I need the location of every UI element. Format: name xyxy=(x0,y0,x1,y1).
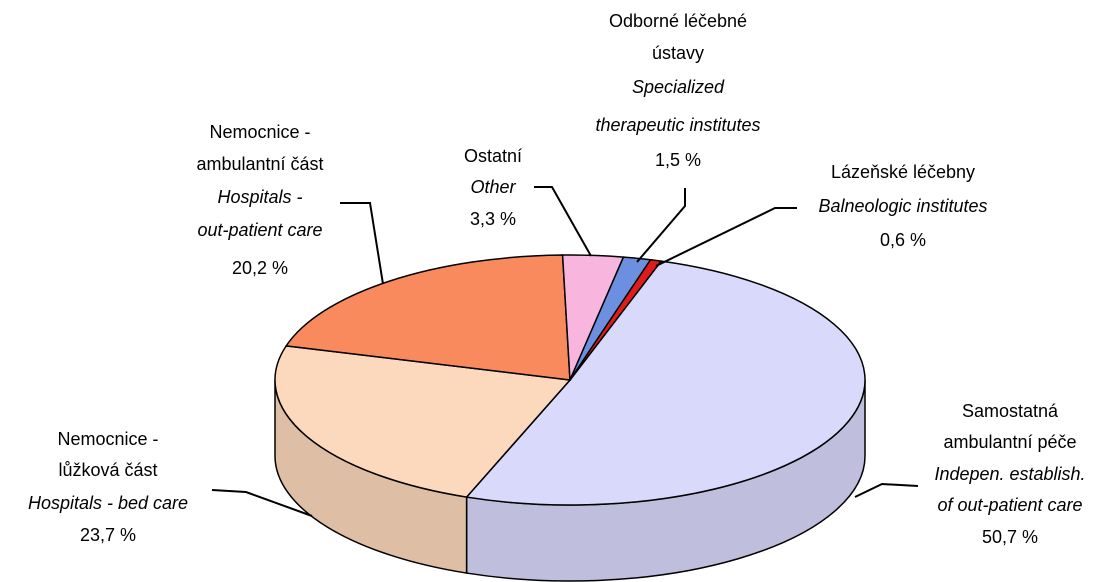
slice-label-en: Hospitals - bed care xyxy=(28,493,188,513)
value-label: 0,6 % xyxy=(880,230,926,250)
value-label: 23,7 % xyxy=(80,525,136,545)
value-label: 1,5 % xyxy=(655,150,701,170)
slice-label: Ostatní xyxy=(464,146,522,166)
leader-line xyxy=(534,186,592,257)
slice xyxy=(284,254,571,381)
slice-label-en: Indepen. establish. xyxy=(934,464,1085,484)
slice-label: lůžková část xyxy=(58,460,157,480)
slice-label-en: Specialized xyxy=(632,77,725,97)
value-label: 50,7 % xyxy=(982,527,1038,547)
slice-label-en: Other xyxy=(470,177,516,197)
slice-label: ambulantní část xyxy=(196,154,323,174)
slice-label-en: therapeutic institutes xyxy=(595,115,760,135)
slice-label: Nemocnice - xyxy=(57,429,158,449)
slice-label: Nemocnice - xyxy=(209,122,310,142)
slice xyxy=(465,260,866,506)
leader-line xyxy=(655,207,797,267)
slice-label: Samostatná xyxy=(962,401,1059,421)
leader-line xyxy=(340,202,384,285)
value-label: 3,3 % xyxy=(470,209,516,229)
slice-label-en: of out-patient care xyxy=(937,495,1082,515)
leader-line xyxy=(636,188,686,263)
slice-label-en: Hospitals - xyxy=(217,187,302,207)
leader-line xyxy=(211,489,313,517)
slice-label-en: Balneologic institutes xyxy=(818,196,987,216)
slice xyxy=(274,345,572,498)
leader-line xyxy=(854,482,919,498)
value-label: 20,2 % xyxy=(232,258,288,278)
slice-label-en: out-patient care xyxy=(197,220,322,240)
slice-label: Odborné léčebné xyxy=(609,11,747,31)
slice-label: ambulantní péče xyxy=(943,432,1076,452)
slice-label: ústavy xyxy=(652,43,704,63)
slice-label: Lázeňské léčebny xyxy=(831,162,975,182)
slice xyxy=(569,258,663,381)
